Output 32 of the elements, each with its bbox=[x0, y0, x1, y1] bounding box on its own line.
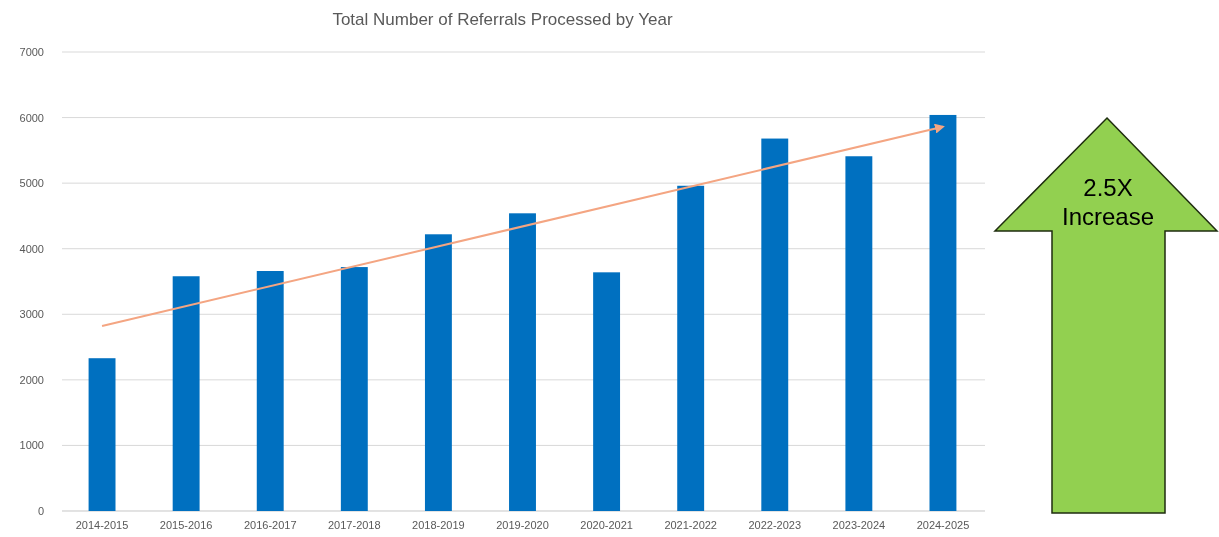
bar bbox=[172, 276, 200, 511]
chart-title: Total Number of Referrals Processed by Year bbox=[332, 10, 673, 29]
y-tick-label: 3000 bbox=[19, 308, 44, 321]
bar bbox=[509, 213, 536, 511]
y-tick-label: 2000 bbox=[19, 373, 44, 386]
x-tick-label: 2021-2022 bbox=[664, 519, 717, 531]
y-tick-label: 5000 bbox=[19, 177, 44, 190]
x-tick-label: 2014-2015 bbox=[75, 519, 129, 531]
y-tick-label: 7000 bbox=[19, 46, 44, 58]
bar bbox=[761, 138, 789, 511]
x-tick-label: 2015-2016 bbox=[159, 519, 213, 531]
bar bbox=[340, 267, 368, 511]
bar bbox=[677, 185, 705, 511]
x-tick-label: 2023-2024 bbox=[832, 519, 886, 531]
x-tick-label: 2020-2021 bbox=[580, 519, 633, 531]
x-tick-label: 2022-2023 bbox=[748, 519, 802, 531]
bar bbox=[256, 271, 284, 511]
x-tick-label: 2019-2020 bbox=[496, 519, 549, 531]
y-tick-label: 6000 bbox=[19, 111, 44, 124]
bar bbox=[424, 234, 452, 511]
text: 2.5X Increase bbox=[1061, 174, 1155, 230]
bar bbox=[929, 114, 957, 511]
y-tick-label: 4000 bbox=[19, 242, 44, 255]
y-tick-label: 0 bbox=[37, 505, 44, 517]
bar bbox=[845, 156, 873, 511]
bar bbox=[593, 272, 621, 511]
x-tick-label: 2016-2017 bbox=[243, 519, 297, 531]
bar bbox=[88, 358, 116, 511]
y-tick-label: 1000 bbox=[19, 439, 44, 452]
x-tick-label: 2017-2018 bbox=[328, 519, 381, 531]
x-tick-label: 2024-2025 bbox=[916, 519, 970, 531]
x-tick-label: 2018-2019 bbox=[412, 519, 465, 531]
